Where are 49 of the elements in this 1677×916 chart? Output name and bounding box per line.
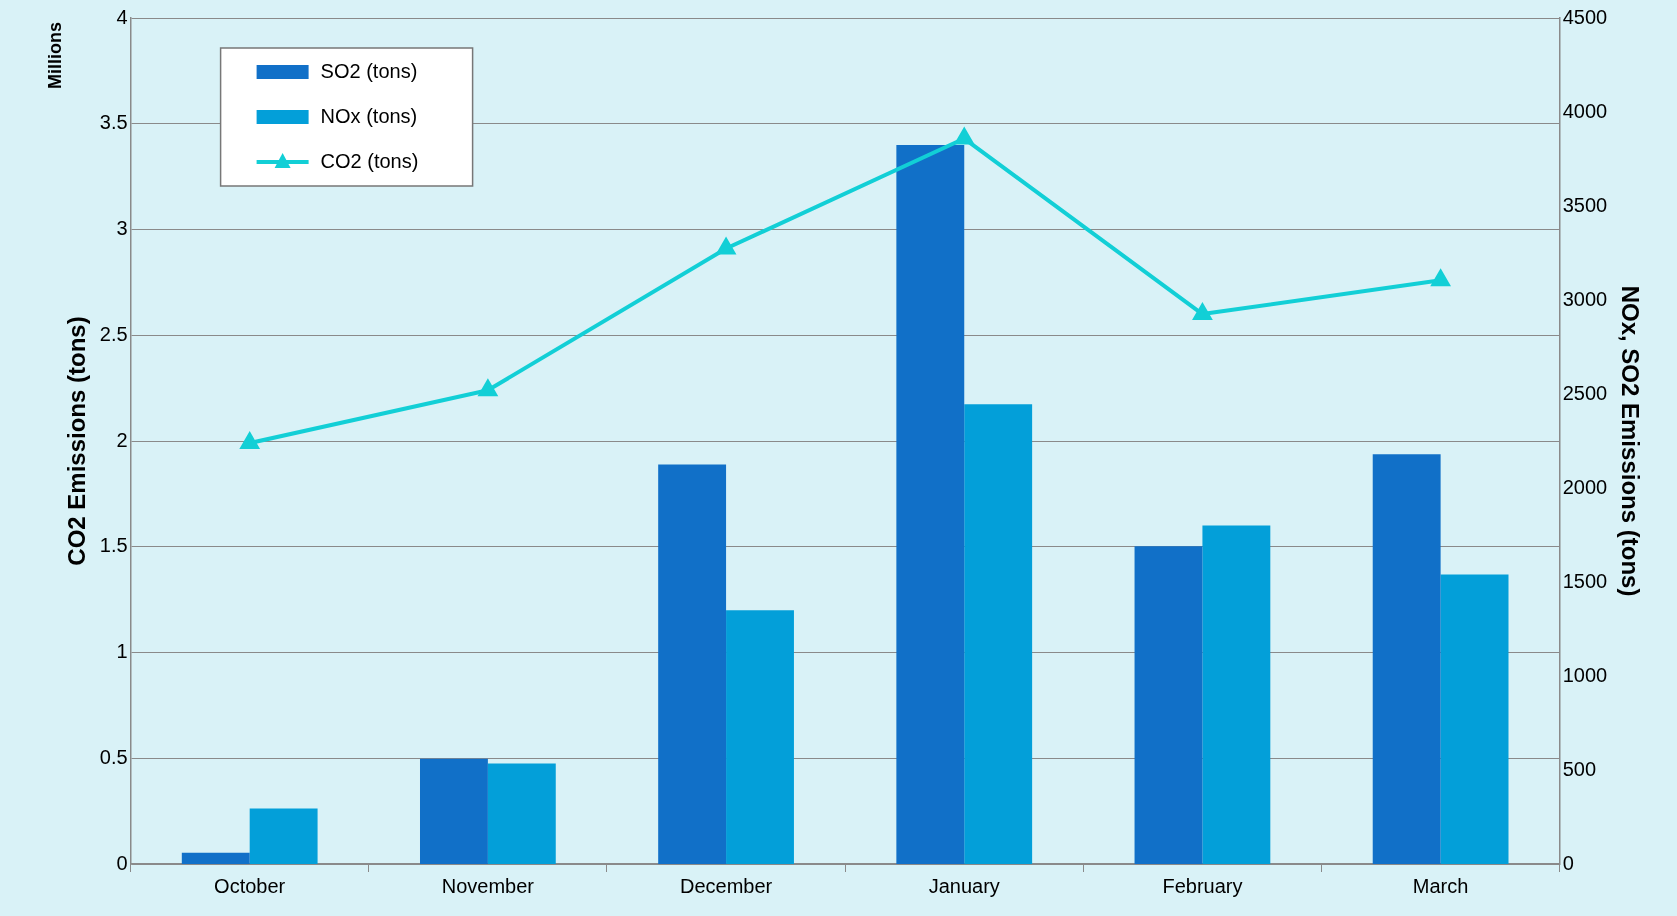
y2-tick-label: 1500 (1562, 569, 1608, 592)
y-tick-label: 2 (116, 428, 128, 451)
y-tick-label: 0.5 (99, 745, 128, 768)
x-tick-label: December (679, 874, 773, 897)
bar (658, 464, 727, 864)
y-tick-label: 0 (116, 851, 128, 874)
y2-tick-label: 4500 (1562, 5, 1608, 28)
point (717, 236, 737, 255)
y-tick-label: 3.5 (99, 111, 128, 134)
bar (896, 144, 965, 864)
y2-tick-label: 3000 (1562, 287, 1608, 310)
y-tick-label: 3 (116, 217, 128, 240)
y2-tick-label: 2500 (1562, 381, 1608, 404)
point (478, 380, 497, 397)
point (955, 126, 975, 145)
bar (249, 808, 318, 864)
y2-tick-label: 2000 (1562, 475, 1608, 498)
x-tick-label: March (1412, 874, 1469, 897)
y-tick-label: 4 (116, 5, 128, 28)
point (1193, 304, 1212, 321)
bar (487, 763, 556, 864)
bar (1440, 574, 1509, 864)
legend-label: CO2 (tons) (320, 149, 419, 172)
legend-label: NOx (tons) (320, 104, 418, 127)
legend-label: SO2 (tons) (320, 59, 418, 82)
x-tick-label: February (1162, 874, 1243, 897)
bar (964, 404, 1033, 864)
x-tick-label: January (928, 874, 1000, 897)
y-tick-label: 2.5 (99, 322, 128, 345)
y2-tick-label: 0 (1562, 851, 1574, 874)
y-tick-label: 1 (116, 640, 128, 663)
bar (181, 852, 250, 864)
bar (420, 758, 488, 864)
x-tick-label: October (214, 874, 286, 897)
y-axis-title: CO2 Emissions (tons) (63, 316, 91, 566)
point (240, 433, 259, 450)
bar (1134, 546, 1203, 864)
point (1431, 270, 1450, 287)
bar (1372, 454, 1441, 864)
y2-axis-title: NOx, SO2 Emissions (tons) (1616, 285, 1644, 597)
bar (726, 610, 794, 864)
y2-tick-label: 500 (1562, 757, 1597, 780)
y2-tick-label: 3500 (1562, 193, 1608, 216)
bar (1202, 525, 1271, 864)
x-tick-label: November (441, 874, 535, 897)
y2-tick-label: 4000 (1562, 99, 1608, 122)
text: Millions (44, 22, 65, 89)
y-tick-label: 1.5 (99, 534, 128, 557)
y2-tick-label: 1000 (1562, 663, 1608, 686)
